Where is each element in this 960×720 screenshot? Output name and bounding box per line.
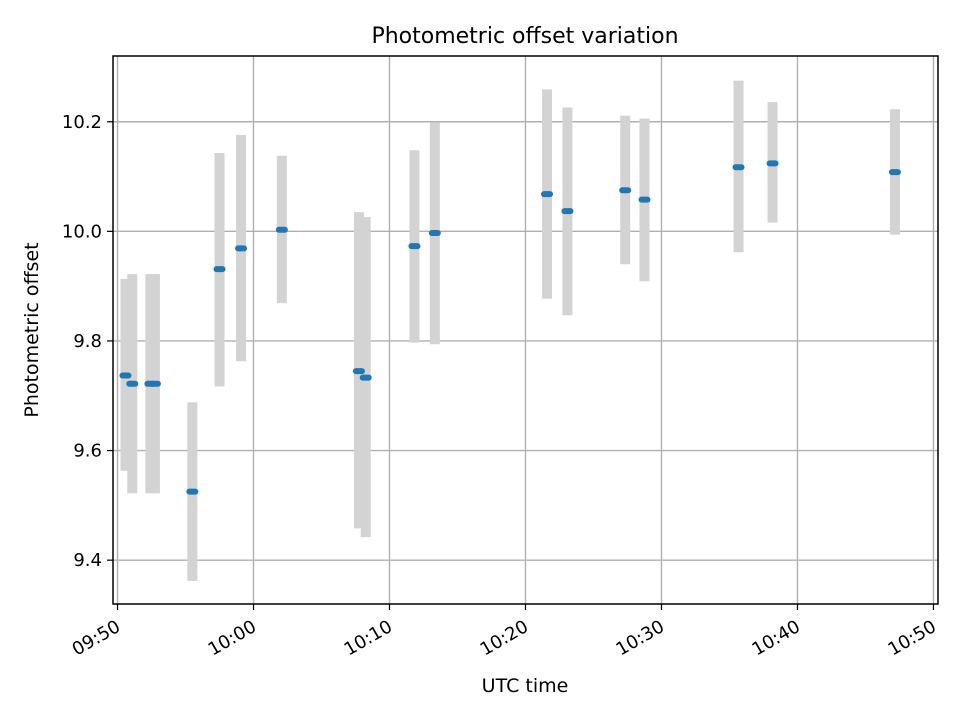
data-point <box>235 245 248 252</box>
data-point <box>126 380 139 387</box>
y-tick-label: 10.0 <box>62 221 102 242</box>
data-markers <box>119 160 901 495</box>
y-tick-label: 9.8 <box>73 331 102 352</box>
y-tick-label: 9.6 <box>73 441 102 462</box>
data-point <box>541 191 554 198</box>
data-point <box>213 266 226 273</box>
grid <box>113 56 938 604</box>
data-point <box>359 374 372 381</box>
y-tick-label: 10.2 <box>62 112 102 133</box>
y-axis-label: Photometric offset <box>21 242 43 417</box>
data-point <box>119 372 132 379</box>
data-point <box>186 488 199 495</box>
data-point <box>428 230 441 237</box>
y-axis: 9.4 9.6 9.8 10.0 10.2 <box>62 112 113 571</box>
data-point <box>732 164 745 171</box>
data-point <box>148 380 161 387</box>
chart-title: Photometric offset variation <box>371 24 678 49</box>
y-tick-label: 9.4 <box>73 550 102 571</box>
data-point <box>766 160 779 167</box>
data-point <box>619 187 632 194</box>
data-point <box>352 368 365 375</box>
data-point <box>888 169 901 176</box>
x-axis-label: UTC time <box>482 675 569 697</box>
data-point <box>561 208 574 215</box>
data-point <box>275 226 288 233</box>
data-point <box>408 243 421 250</box>
data-point <box>638 196 651 203</box>
